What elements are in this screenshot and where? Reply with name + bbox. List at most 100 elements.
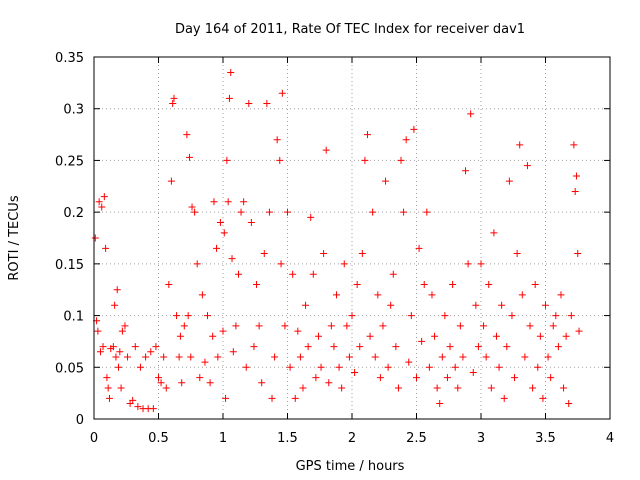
data-point — [291, 394, 299, 402]
data-point — [188, 203, 196, 211]
data-point — [500, 394, 508, 402]
data-point — [376, 374, 384, 382]
data-point — [149, 405, 157, 413]
data-point — [102, 244, 110, 252]
grid-lines — [94, 57, 610, 419]
data-point — [129, 396, 137, 404]
data-point — [105, 394, 113, 402]
data-point — [225, 94, 233, 102]
data-point — [213, 244, 221, 252]
data-point — [165, 281, 173, 289]
data-point — [511, 374, 519, 382]
data-point — [431, 332, 439, 340]
x-tick-label: 0 — [90, 431, 98, 446]
data-point — [443, 374, 451, 382]
data-point — [374, 291, 382, 299]
data-point — [513, 250, 521, 258]
data-point — [116, 348, 124, 356]
y-tick-label: 0 — [76, 413, 84, 428]
data-point — [232, 322, 240, 330]
data-point — [322, 146, 330, 154]
x-tick-label: 0.5 — [148, 431, 169, 446]
data-point — [571, 187, 579, 195]
data-point — [560, 384, 568, 392]
data-point — [175, 353, 183, 361]
data-point — [253, 281, 261, 289]
data-point — [477, 260, 485, 268]
data-point — [237, 208, 245, 216]
data-point — [459, 353, 467, 361]
x-axis-label: GPS time / hours — [296, 459, 405, 474]
y-tick-labels: 0 0.05 0.1 0.15 0.2 0.25 0.3 0.35 — [55, 51, 84, 428]
data-point — [117, 384, 125, 392]
chart-title: Day 164 of 2011, Rate Of TEC Index for r… — [175, 22, 525, 37]
data-point — [482, 353, 490, 361]
data-point — [338, 384, 346, 392]
data-point — [185, 153, 193, 161]
data-point — [289, 270, 297, 278]
data-point — [363, 131, 371, 139]
data-point — [136, 363, 144, 371]
data-point — [263, 100, 271, 108]
data-point — [397, 156, 405, 164]
data-point — [284, 208, 291, 216]
data-point — [474, 343, 482, 351]
x-tick-label: 4 — [606, 431, 614, 446]
data-point — [490, 229, 498, 237]
data-point — [216, 218, 224, 226]
x-tick-labels: 0 0.5 1 1.5 2 2.5 3 3.5 4 — [90, 431, 614, 446]
data-point — [567, 312, 575, 320]
data-point — [348, 312, 356, 320]
data-point — [304, 343, 312, 351]
data-point — [353, 281, 361, 289]
data-point — [462, 167, 470, 175]
data-point — [413, 374, 420, 382]
data-point — [134, 403, 142, 411]
data-point — [508, 312, 516, 320]
data-point — [228, 255, 236, 263]
data-point — [469, 368, 477, 376]
data-point — [379, 322, 387, 330]
data-point — [387, 301, 395, 309]
data-point — [286, 363, 294, 371]
data-point — [428, 291, 436, 299]
data-point — [369, 208, 377, 216]
data-point — [433, 384, 441, 392]
data-point — [277, 260, 285, 268]
data-point — [229, 348, 237, 356]
data-point — [222, 394, 230, 402]
data-point — [423, 208, 431, 216]
y-tick-label: 0.05 — [55, 361, 84, 376]
data-point — [418, 337, 426, 345]
data-point — [258, 379, 266, 387]
data-point — [268, 394, 276, 402]
data-point — [100, 193, 108, 201]
data-point — [176, 332, 184, 340]
data-point — [335, 363, 343, 371]
y-axis-label: ROTI / TECUs — [7, 195, 22, 280]
data-point — [240, 198, 248, 206]
data-point — [281, 322, 289, 330]
data-point — [294, 327, 302, 335]
data-point — [449, 281, 457, 289]
data-point — [152, 343, 160, 351]
data-point — [547, 374, 555, 382]
data-point — [183, 131, 191, 139]
data-point — [575, 327, 583, 335]
data-point — [214, 353, 222, 361]
data-point — [570, 141, 578, 149]
data-point — [96, 348, 104, 356]
data-point — [505, 177, 513, 185]
data-point — [410, 125, 418, 133]
data-point — [206, 379, 214, 387]
data-point — [333, 291, 341, 299]
data-point — [91, 234, 99, 242]
data-point — [111, 301, 119, 309]
data-point — [327, 322, 335, 330]
data-point — [265, 208, 273, 216]
data-point — [167, 177, 175, 185]
data-point — [382, 177, 390, 185]
data-point — [456, 322, 464, 330]
data-point — [155, 374, 162, 382]
data-point — [516, 141, 524, 149]
